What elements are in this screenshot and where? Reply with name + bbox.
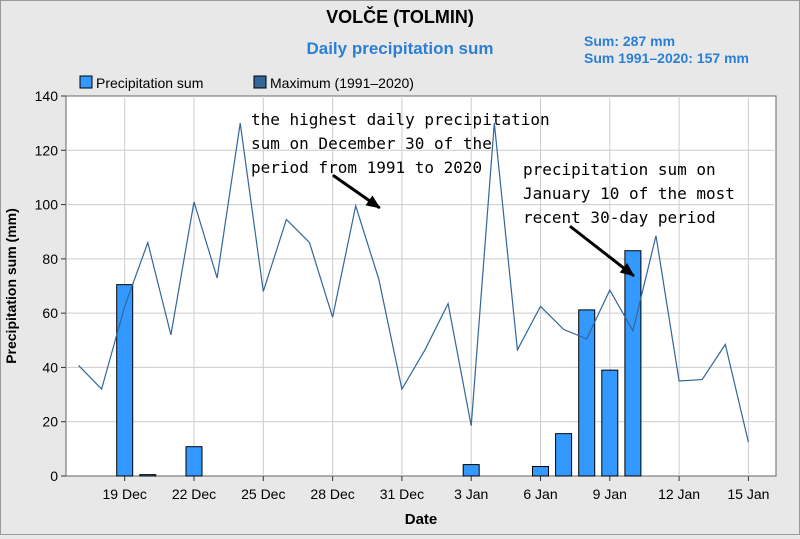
annotation-text: sum on December 30 of the <box>251 134 492 153</box>
precipitation-bar <box>462 464 480 477</box>
x-tick-label: 25 Dec <box>241 486 285 502</box>
x-tick-label: 22 Dec <box>172 486 216 502</box>
x-tick-label: 6 Jan <box>523 486 557 502</box>
precipitation-bar <box>532 466 549 477</box>
maximum-line <box>78 123 749 443</box>
chart-subtitle: Daily precipitation sum <box>306 39 493 58</box>
y-axis-label: Precipitation sum (mm) <box>3 208 19 364</box>
precipitation-bar <box>578 309 596 477</box>
legend-swatch-maximum <box>253 75 267 89</box>
sum-normal-text: Sum 1991–2020: 157 mm <box>584 50 749 66</box>
precipitation-bar <box>555 433 573 477</box>
annotations: the highest daily precipitation sum on De… <box>251 110 735 277</box>
y-axis: 0 20 40 60 80 100 120 140 <box>35 88 66 484</box>
y-tick-label: 100 <box>35 197 59 213</box>
x-tick-label: 15 Jan <box>727 486 769 502</box>
annotation: precipitation sum on January 10 of the mo… <box>523 160 735 277</box>
annotation-arrow-shaft <box>569 225 635 277</box>
legend-swatch-precipitation <box>79 75 93 89</box>
x-tick-label: 31 Dec <box>380 486 424 502</box>
annotation-text: precipitation sum on <box>523 160 716 179</box>
y-tick-label: 80 <box>42 251 58 267</box>
precipitation-bar <box>601 369 619 477</box>
y-tick-label: 40 <box>42 359 58 375</box>
legend: Precipitation sum Maximum (1991–2020) <box>79 75 414 91</box>
bar-series <box>116 250 642 477</box>
x-axis: 19 Dec 22 Dec 25 Dec 28 Dec 31 Dec 3 Jan 6 Jan… <box>103 476 769 502</box>
precipitation-bar <box>139 474 157 477</box>
y-tick-label: 60 <box>42 305 58 321</box>
y-tick-label: 140 <box>35 88 59 104</box>
sum-text: Sum: 287 mm <box>584 33 675 49</box>
annotation-text: the highest daily precipitation <box>251 110 550 129</box>
x-tick-label: 3 Jan <box>454 486 488 502</box>
x-tick-label: 28 Dec <box>310 486 354 502</box>
annotation-text: period from 1991 to 2020 <box>251 158 482 177</box>
x-tick-label: 12 Jan <box>658 486 700 502</box>
annotation-arrow-head <box>619 263 635 277</box>
annotation: the highest daily precipitation sum on De… <box>251 110 550 209</box>
precipitation-bar <box>624 250 642 477</box>
y-tick-label: 0 <box>50 468 58 484</box>
line-series <box>78 123 749 443</box>
annotation-text: recent 30-day period <box>523 208 716 227</box>
x-tick-label: 9 Jan <box>593 486 627 502</box>
annotation-text: January 10 of the most <box>523 184 735 203</box>
precipitation-bar <box>116 284 134 477</box>
plot-area <box>65 95 777 477</box>
annotation-arrow-head <box>365 195 381 209</box>
precipitation-bar <box>185 446 203 477</box>
legend-label-precipitation: Precipitation sum <box>96 75 203 91</box>
y-tick-label: 20 <box>42 414 58 430</box>
chart-title: VOLČE (TOLMIN) <box>326 6 474 27</box>
x-axis-label: Date <box>405 511 438 528</box>
x-tick-label: 19 Dec <box>103 486 147 502</box>
legend-label-maximum: Maximum (1991–2020) <box>270 75 414 91</box>
y-tick-label: 120 <box>35 142 59 158</box>
